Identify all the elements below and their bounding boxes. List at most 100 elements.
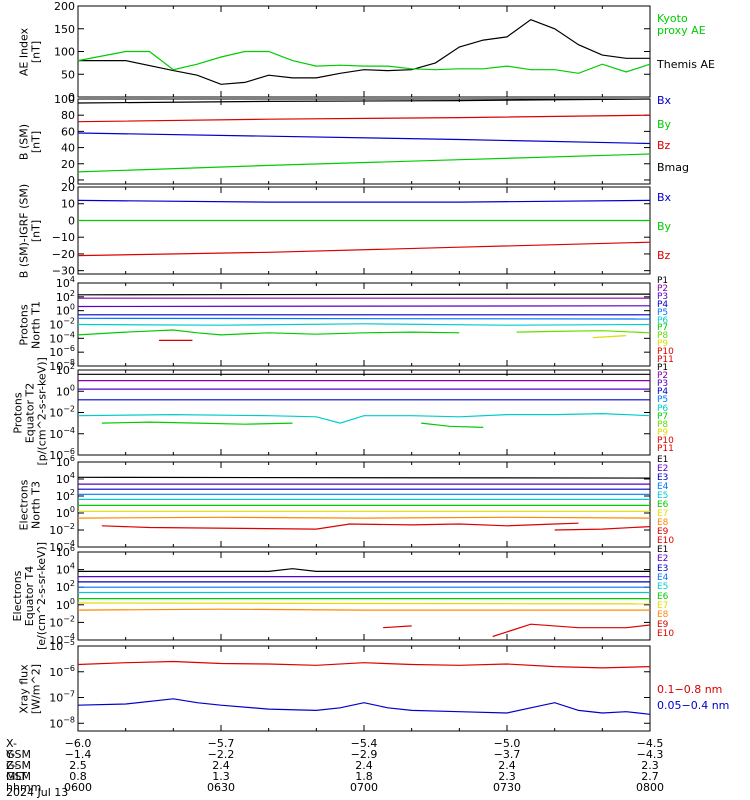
date-label: 2024 Jul 13 [6,786,69,799]
legend-label-et3: E3 [657,473,669,483]
footer-value: −1.4 [64,748,92,761]
series-et4-E8 [77,608,650,611]
y-tick-label-bsmigrf: 20 [61,181,75,194]
y-tick-label-bsm: 40 [61,142,75,155]
y-axis-label-line: [W/m^2] [29,663,42,714]
legend-label-et4: E10 [657,629,675,639]
series-pt1-P8 [516,330,651,334]
footer-value: 2.5 [69,759,87,772]
y-axis-label-line: [p/(cm^2-s-sr-keV)] [35,356,48,465]
y-tick-label-pt2: 10−4 [49,426,75,441]
series-ae-Kyoto proxy AE [77,50,651,74]
series-pt1-P9 [592,335,627,339]
legend-label-et4: E9 [657,619,669,630]
series-et3-E10 [554,526,651,531]
legend-label-bsm: Bz [657,139,671,152]
y-tick-label-ae: 50 [61,68,75,81]
y-tick-label-et4: 106 [56,544,75,559]
panel-frame-bsmigrf [77,186,651,275]
footer-value: −2.9 [350,748,378,761]
y-tick-label-et4: 104 [56,562,75,577]
y-tick-label-et3: 102 [56,488,75,503]
footer-value: 1.8 [355,770,373,783]
legend-label-pt2: P3 [657,379,669,390]
y-axis-label-line: Xray flux [17,663,30,714]
y-tick-label-pt2: 10−2 [49,405,75,420]
series-pt1-P6 [77,323,651,326]
legend-label-bsm: Bmag [657,161,689,174]
y-tick-label-bsmigrf: −10 [52,231,75,244]
series-bsmigrf-Bx [77,199,651,203]
y-tick-label-bsmigrf: 10 [61,198,75,211]
footer-row-label: Z-GSM [6,759,31,783]
y-tick-label-ae: 100 [54,46,75,59]
legend-label-ae: Kyoto [657,12,688,25]
y-axis-label-et4: Electrons Equator T4 [e/(cm^2-s-sr-keV)] [11,542,48,650]
legend-label-et4: E3 [657,563,669,574]
legend-label-et3: E10 [657,536,675,546]
legend-label-pt1: P8 [657,331,669,342]
legend-label-pt1: P4 [657,299,669,310]
y-tick-label-xray: 10−6 [49,664,75,679]
footer-value: 0630 [207,781,235,794]
panel-frame-ae [77,5,651,98]
legend-label-et3: E8 [657,518,669,528]
legend-label-et3: E4 [657,482,669,492]
footer-value: 0700 [350,781,378,794]
legend-label-bsmigrf: Bz [657,249,671,262]
y-tick-label-bsmigrf: −30 [52,265,75,278]
series-pt1-P3 [77,305,651,308]
legend-label-pt1: P2 [657,283,669,294]
footer-row-label: Y-GSM [6,748,31,772]
y-tick-label-bsm: 60 [61,125,75,138]
footer-value: 0800 [636,781,664,794]
legend-label-et4: E5 [657,582,669,593]
y-tick-label-bsm: 20 [61,158,75,171]
legend-label-pt1: P7 [657,323,669,334]
y-tick-label-pt1: 104 [56,275,75,290]
y-tick-label-pt1: 102 [56,289,75,304]
legend-label-pt1: P10 [657,347,674,358]
legend-label-et3: E5 [657,491,669,501]
legend-label-pt2: P4 [657,387,669,398]
footer-value: 0730 [493,781,521,794]
series-bsm-By [77,153,651,173]
y-tick-label-pt1: 100 [56,303,75,318]
legend-label-et3: E2 [657,464,669,474]
series-et3-E8 [77,516,651,519]
legend-label-xray: 0.1−0.8 nm [657,683,723,696]
series-et4-E7 [77,602,651,605]
legend-label-et3: E7 [657,509,669,519]
y-tick-label-et3: 100 [56,505,75,520]
y-tick-label-et3: 10−4 [49,539,75,554]
y-tick-label-ae: 150 [54,23,75,36]
footer-row-label: hhmm [6,781,42,794]
y-tick-label-pt1: 10−8 [49,358,75,373]
legend-label-xray: 0.05−0.4 nm [657,699,730,712]
footer-value: 2.4 [498,759,516,772]
series-bsm-Bz [77,114,651,123]
series-pt2-P5 [77,412,651,424]
series-pt2-P6 [101,421,293,425]
y-axis-label-line: B (SM)-IGRF (SM) [17,183,30,278]
legend-label-et4: E8 [657,610,669,621]
footer-value: 2.4 [212,759,230,772]
legend-label-pt1: P3 [657,291,669,302]
footer-value: 2.4 [355,759,373,772]
y-tick-label-pt1: 10−4 [49,330,75,345]
y-tick-label-et4: 102 [56,579,75,594]
legend-label-pt2: P7 [657,411,669,422]
y-tick-label-ae: 0 [68,91,75,104]
y-axis-label-line: Equator T2 [23,382,36,443]
series-xray-0.05−0.4 nm [77,698,651,715]
y-axis-label-xray: Xray flux [W/m^2] [17,636,42,741]
y-tick-label-et4: 10−2 [49,614,75,629]
footer-value: −5.7 [207,737,235,750]
y-tick-label-bsm: 80 [61,109,75,122]
panel-frame-et3 [77,461,651,548]
legend-label-bsmigrf: By [657,220,672,233]
series-xray-0.1−0.8 nm [77,660,651,669]
footer-value: −5.4 [350,737,378,750]
y-tick-label-et3: 106 [56,454,75,469]
